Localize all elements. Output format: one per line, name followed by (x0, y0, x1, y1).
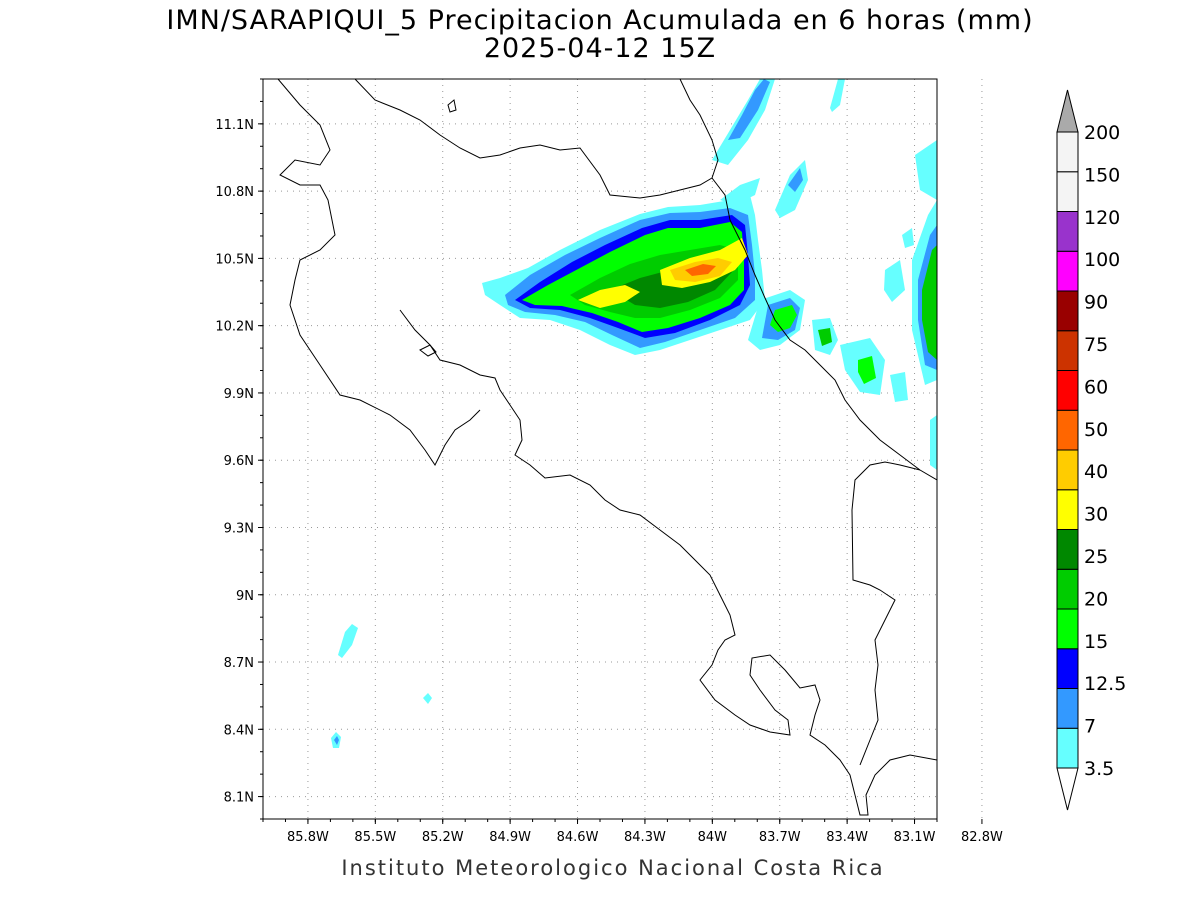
colorbar-swatch (1056, 290, 1079, 332)
rain-area-3-5mm (830, 79, 845, 112)
rain-area-7mm (728, 79, 770, 140)
lat-tick-label: 9N (236, 589, 254, 604)
rain-area-15mm (770, 305, 797, 332)
lon-tick-label: 85.2W (422, 830, 464, 845)
lon-tick-label: 83.7W (759, 830, 801, 845)
pacific-coast (399, 309, 937, 816)
lon-tick-label: 83.4W (826, 830, 868, 845)
rain-area-3-5mm (902, 228, 914, 248)
lat-tick-label: 8.1N (224, 791, 254, 806)
colorbar-swatch (1056, 171, 1079, 212)
lat-tick-label: 9.9N (224, 387, 254, 402)
latitude-tick-labels: 11.1N 10.8N 10.5N 10.2N 9.9N 9.6N 9.3N 9N 8.7N 8.… (215, 78, 263, 820)
colorbar-legend: 3.5 7 12.5 15 20 25 30 40 50 60 75 90 100 120 150 200 (1056, 89, 1126, 811)
rain-area-7mm (788, 168, 803, 192)
colorbar-level-label: 60 (1084, 376, 1108, 398)
colorbar-level-label: 50 (1084, 419, 1108, 441)
colorbar-swatch (1056, 250, 1079, 292)
lon-tick-label: 82.8W (961, 830, 1003, 845)
rain-area-3-5mm (890, 372, 908, 402)
lake-island (447, 99, 457, 113)
rain-area-3-5mm (915, 140, 937, 200)
colorbar-swatch (1056, 648, 1079, 689)
colorbar-swatch (1056, 211, 1079, 252)
lat-tick-label: 8.4N (224, 723, 254, 738)
colorbar-level-label: 100 (1084, 249, 1120, 271)
rain-area-15mm (858, 356, 876, 384)
rain-area-30mm (578, 285, 640, 308)
colorbar-swatch (1056, 608, 1079, 650)
lon-tick-label: 84.9W (489, 830, 531, 845)
map-frame (262, 78, 938, 820)
rain-area-7mm (334, 736, 339, 745)
rain-area-15mm (818, 328, 832, 346)
lat-tick-label: 11.1N (215, 118, 254, 133)
rain-area-15mm (922, 245, 937, 360)
lat-tick-label: 10.5N (215, 252, 254, 267)
rain-area-50mm (685, 264, 716, 276)
rain-area-3-5mm (338, 624, 358, 658)
map-gridlines (263, 79, 983, 819)
longitude-tick-labels: 85.8W 85.5W 85.2W 84.9W 84.6W 84.3W 84W 83.7W 83… (262, 819, 1003, 845)
colorbar-swatch (1056, 727, 1079, 769)
lon-tick-label: 85.5W (354, 830, 396, 845)
colorbar-level-label: 75 (1084, 334, 1108, 356)
colorbar-level-label: 90 (1084, 292, 1108, 314)
map-subtitle: 2025-04-12 15Z (483, 33, 717, 64)
rain-area-3-5mm (423, 693, 432, 704)
lat-tick-label: 9.3N (224, 521, 254, 536)
rain-area-3-5mm (775, 160, 808, 218)
rain-area-3-5mm (884, 260, 905, 302)
colorbar-level-label: 40 (1084, 461, 1108, 483)
colorbar-level-label: 200 (1084, 122, 1120, 144)
gulf-nicoya-island (419, 344, 437, 357)
panama-border (851, 461, 921, 766)
lat-tick-label: 9.6N (224, 454, 254, 469)
rain-area-3-5mm (930, 415, 937, 470)
colorbar-level-label: 12.5 (1084, 673, 1126, 695)
colorbar-level-label: 30 (1084, 504, 1108, 526)
colorbar-swatch (1056, 688, 1079, 729)
colorbar-level-label: 150 (1084, 164, 1120, 186)
san-juan-river (679, 79, 719, 179)
colorbar-level-label: 25 (1084, 546, 1108, 568)
colorbar-swatch (1056, 330, 1079, 371)
colorbar-swatch (1056, 409, 1079, 451)
lat-tick-label: 10.2N (215, 320, 254, 335)
precipitation-field (331, 79, 937, 748)
lat-tick-label: 8.7N (224, 656, 254, 671)
map-footer-credit: Instituto Meteorologico Nacional Costa R… (341, 856, 885, 880)
lon-tick-label: 84W (698, 830, 728, 845)
map-title: IMN/SARAPIQUI_5 Precipitacion Acumulada … (166, 5, 1034, 36)
colorbar-swatch (1056, 489, 1079, 530)
lon-tick-label: 84.6W (557, 830, 599, 845)
colorbar-swatch (1056, 449, 1079, 491)
colorbar-level-label: 20 (1084, 588, 1108, 610)
nicaragua-border-coast (354, 79, 937, 481)
colorbar-level-label: 7 (1084, 716, 1096, 738)
rain-area-3-5mm (720, 178, 760, 205)
caribbean-coast (277, 79, 481, 466)
colorbar-level-label: 120 (1084, 207, 1120, 229)
coastlines-borders (277, 79, 937, 816)
lon-tick-label: 84.3W (624, 830, 666, 845)
colorbar-level-label: 3.5 (1084, 758, 1114, 780)
colorbar-overflow-arrow (1056, 89, 1079, 133)
lon-tick-label: 83.1W (894, 830, 936, 845)
colorbar-swatch (1056, 568, 1079, 610)
colorbar-swatch (1056, 529, 1079, 570)
colorbar-swatch (1056, 370, 1079, 411)
lon-tick-label: 85.8W (287, 830, 329, 845)
lat-tick-label: 10.8N (215, 185, 254, 200)
colorbar-swatch (1056, 131, 1079, 173)
colorbar-level-label: 15 (1084, 631, 1108, 653)
colorbar-underflow-arrow (1056, 767, 1079, 811)
